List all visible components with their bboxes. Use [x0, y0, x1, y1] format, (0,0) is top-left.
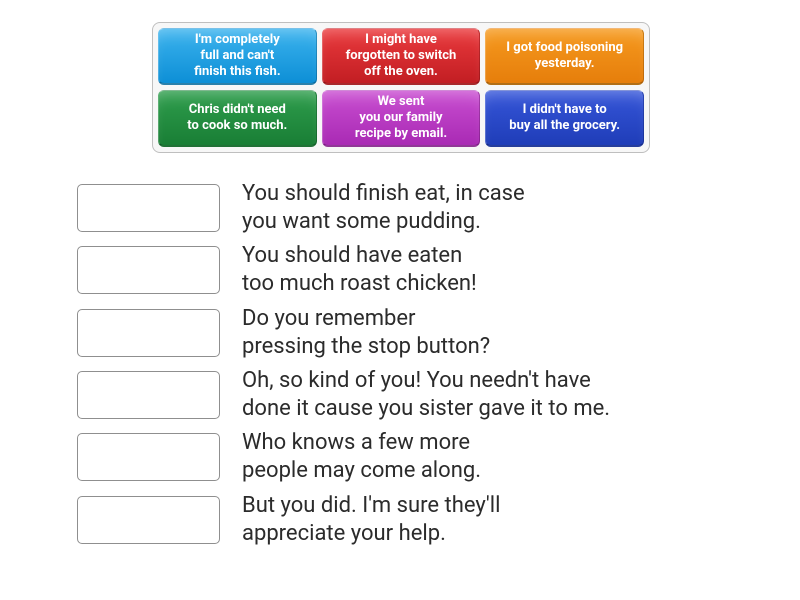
exercise-canvas: I'm completelyfull and can'tfinish this …	[0, 0, 800, 600]
prompt-text: Who knows a few morepeople may come alon…	[242, 429, 481, 485]
answer-card[interactable]: We sentyou our familyrecipe by email.	[322, 90, 481, 147]
prompt-row: Oh, so kind of you! You needn't havedone…	[77, 367, 737, 423]
prompt-list: You should finish eat, in caseyou want s…	[77, 180, 737, 554]
prompt-text: You should have eatentoo much roast chic…	[242, 242, 477, 298]
answer-card[interactable]: I might haveforgotten to switchoff the o…	[322, 28, 481, 85]
answer-card[interactable]: I'm completelyfull and can'tfinish this …	[158, 28, 317, 85]
prompt-row: Do you rememberpressing the stop button?	[77, 305, 737, 361]
prompt-row: You should have eatentoo much roast chic…	[77, 242, 737, 298]
prompt-row: But you did. I'm sure they'llappreciate …	[77, 492, 737, 548]
prompt-text: Do you rememberpressing the stop button?	[242, 305, 490, 361]
drop-slot[interactable]	[77, 309, 220, 357]
drop-slot[interactable]	[77, 433, 220, 481]
answer-card[interactable]: I didn't have tobuy all the grocery.	[485, 90, 644, 147]
prompt-row: You should finish eat, in caseyou want s…	[77, 180, 737, 236]
card-bank: I'm completelyfull and can'tfinish this …	[152, 22, 650, 153]
drop-slot[interactable]	[77, 246, 220, 294]
prompt-text: Oh, so kind of you! You needn't havedone…	[242, 367, 610, 423]
prompt-text: You should finish eat, in caseyou want s…	[242, 180, 525, 236]
prompt-text: But you did. I'm sure they'llappreciate …	[242, 492, 500, 548]
drop-slot[interactable]	[77, 184, 220, 232]
drop-slot[interactable]	[77, 371, 220, 419]
answer-card[interactable]: Chris didn't needto cook so much.	[158, 90, 317, 147]
answer-card[interactable]: I got food poisoningyesterday.	[485, 28, 644, 85]
drop-slot[interactable]	[77, 496, 220, 544]
prompt-row: Who knows a few morepeople may come alon…	[77, 429, 737, 485]
